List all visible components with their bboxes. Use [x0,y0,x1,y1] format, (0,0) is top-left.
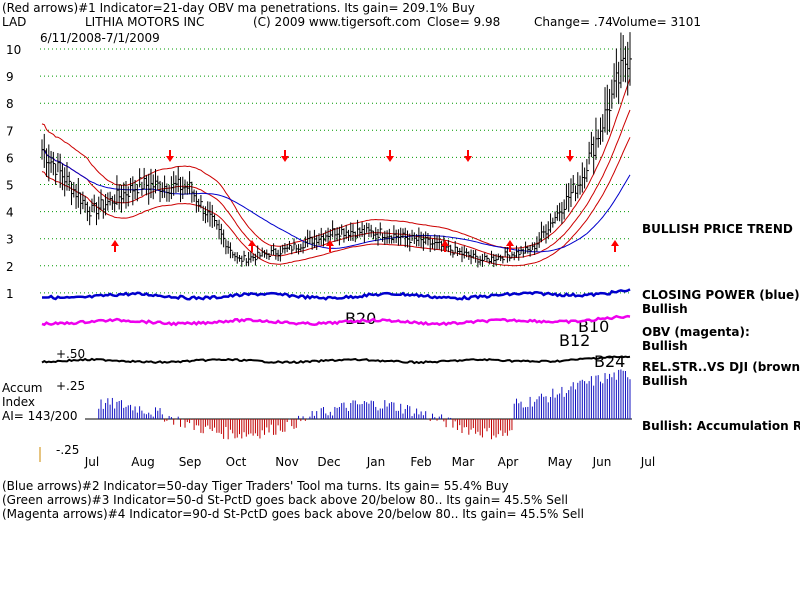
accum-plus-label: +.25 [56,379,86,393]
date-range: 6/11/2008-7/1/2009 [40,31,160,45]
accum-status: Bullish: Accumulation Rising [642,419,800,433]
y-tick-label: 7 [6,124,14,138]
y-tick-label: 1 [6,287,14,301]
x-axis-month-labels: Jul Aug Sep Oct Nov Dec Jan Feb Mar Apr May Jun Jul [39,447,655,469]
y-tick-label: 6 [6,151,14,165]
y-axis-ticks: 1 2 3 4 5 6 7 8 9 10 [6,43,21,301]
relstr-label: REL.STR..VS DJI (brown): [642,360,800,374]
price-trend-label: BULLISH PRICE TREND [642,222,793,236]
sell-arrow [464,150,472,162]
ai-value: AI= 143/200 [2,409,78,423]
change-value: Change= .74 [534,15,613,29]
buy-arrow [326,240,334,252]
y-tick-label: 3 [6,233,14,247]
obv-label: OBV (magenta): [642,325,750,339]
buy-arrow [611,240,619,252]
y-tick-label: 4 [6,206,14,220]
obv-status: Bullish [642,339,688,353]
closing-power-line [42,288,631,301]
indicator-lines [41,78,631,365]
buy-arrow [441,240,449,252]
x-tick-label: Jan [366,455,386,469]
lower-band [41,137,631,267]
volume-value: Volume= 3101 [612,15,702,29]
indicator-4-line: (Magenta arrows)#4 Indicator=90-d St-Pct… [2,507,584,521]
relstr-line [41,355,631,365]
x-tick-label: Feb [410,455,431,469]
x-tick-label: Jun [592,455,612,469]
sell-arrow [166,150,174,162]
b10-signal: B10 [578,317,610,336]
index-label: Index [2,395,36,409]
indicator-3-line: (Green arrows)#3 Indicator=50-d St-PctD … [2,493,568,507]
x-tick-label: Oct [226,455,247,469]
relstr-status: Bullish [642,374,688,388]
buy-arrow [506,240,514,252]
accum-minus-label: -.25 [56,443,80,457]
indicator-1-line: (Red arrows)#1 Indicator=21-day OBV ma p… [2,1,475,15]
sell-arrow [281,150,289,162]
x-tick-label: Jul [640,455,655,469]
x-tick-label: Nov [275,455,298,469]
y-tick-label: 9 [6,70,14,84]
x-tick-label: Aug [131,455,154,469]
x-tick-label: Sep [179,455,202,469]
x-tick-label: Mar [452,455,475,469]
y-tick-label: 8 [6,97,14,111]
buy-arrow [248,240,256,252]
x-tick-label: May [548,455,573,469]
sell-arrow [566,150,574,162]
b12-signal: B12 [559,331,591,350]
accum-label: Accum [2,381,43,395]
ticker-symbol: LAD [2,15,27,29]
ma-50-line [41,149,631,253]
buy-arrow [111,240,119,252]
y-tick-label: 2 [6,260,14,274]
y-tick-label: 10 [6,43,21,57]
accum-index-histogram [85,369,632,440]
x-tick-label: Jul [84,455,99,469]
indicator-2-line: (Blue arrows)#2 Indicator=50-day Tiger T… [2,479,509,493]
x-tick-label: Apr [498,455,519,469]
copyright: (C) 2009 www.tigersoft.com [253,15,421,29]
close-value: Close= 9.98 [427,15,501,29]
closing-power-status: Bullish [642,302,688,316]
company-name: LITHIA MOTORS INC [85,15,205,29]
y-tick-label: 5 [6,179,14,193]
chart-grid [40,48,632,294]
closing-power-label: CLOSING POWER (blue): [642,288,800,302]
sell-arrow [386,150,394,162]
relstr-level-label: +.50 [56,347,86,361]
signal-arrows [111,150,619,252]
x-tick-label: Dec [317,455,340,469]
obv-line [41,314,631,327]
ma-21-line [41,109,631,259]
price-bars [41,32,632,268]
